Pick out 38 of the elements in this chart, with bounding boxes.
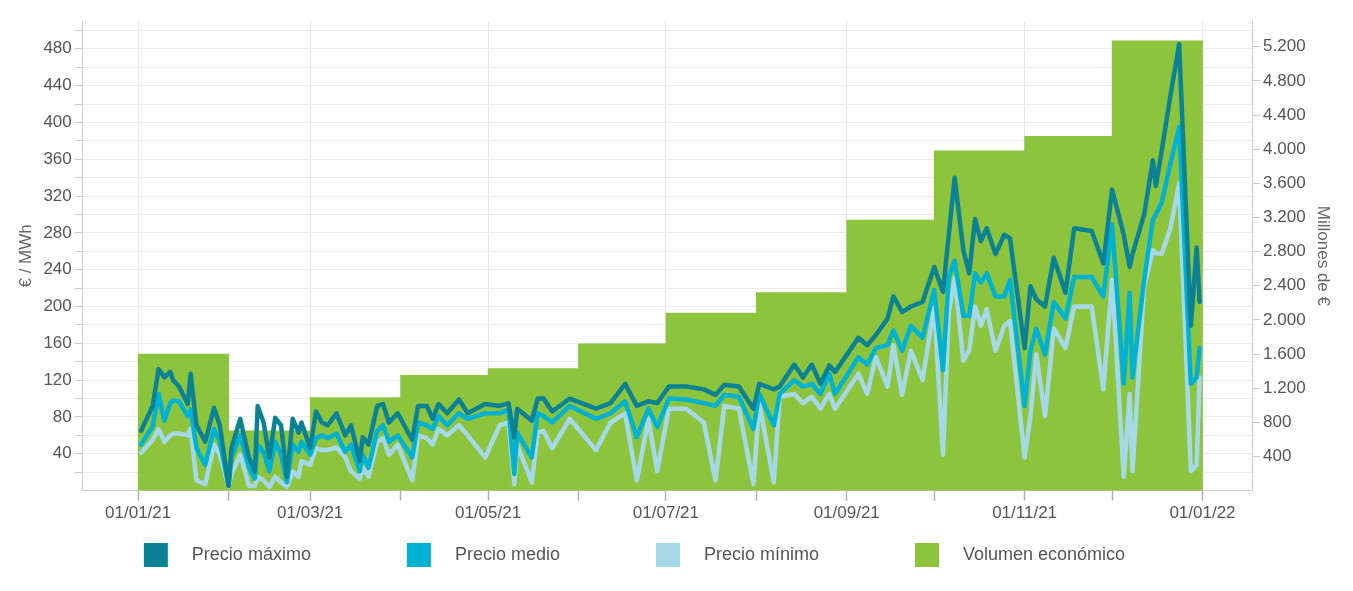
- y-tick-label: 480: [43, 38, 72, 58]
- y2-tick-label: 4.400: [1263, 104, 1306, 124]
- y2-tick-label: 1.600: [1263, 343, 1306, 363]
- x-tick-label: 01/07/21: [632, 503, 700, 523]
- legend-label: Volumen económico: [948, 543, 1206, 564]
- legend-label: Precio mínimo: [688, 543, 900, 564]
- x-tick-label: 01/03/21: [277, 503, 344, 523]
- y-tick-label: 200: [43, 296, 72, 316]
- legend-label: Precio máximo: [176, 543, 391, 564]
- y2-tick-label: 4.000: [1263, 138, 1306, 158]
- x-tick-label: 01/01/21: [105, 503, 172, 523]
- y2-tick-label: 4.800: [1263, 70, 1306, 90]
- y-tick-label: 400: [43, 112, 72, 132]
- y2-tick-label: 2.000: [1263, 309, 1306, 329]
- y-tick-label: 280: [43, 222, 72, 242]
- y2-tick-label: 800: [1263, 412, 1292, 432]
- y-tick-label: 120: [43, 369, 72, 389]
- y2-tick-label: 3.600: [1263, 173, 1306, 193]
- y2-tick-label: 2.400: [1263, 275, 1306, 295]
- x-tick-label: 01/09/21: [813, 503, 880, 523]
- x-tick-label: 01/01/22: [1169, 503, 1236, 523]
- x-tick-label: 01/05/21: [454, 503, 522, 523]
- y-tick-label: 440: [43, 75, 72, 95]
- y2-tick-label: 400: [1263, 446, 1292, 466]
- y-tick-label: 320: [43, 185, 72, 205]
- y2-tick-label: 2.800: [1263, 241, 1306, 261]
- y2-axis-title: Millones de €: [1314, 205, 1334, 307]
- y-axis-title: € / MWh: [15, 224, 35, 288]
- y2-tick-label: 5.200: [1263, 36, 1306, 56]
- y-tick-label: 240: [43, 259, 72, 279]
- x-tick-label: 01/11/21: [992, 503, 1058, 523]
- y-tick-label: 40: [52, 443, 72, 463]
- y-tick-label: 160: [43, 333, 72, 353]
- y-tick-label: 360: [43, 148, 72, 168]
- y-tick-label: 80: [52, 406, 72, 426]
- legend-label: Precio medio: [439, 543, 640, 564]
- y2-tick-label: 3.200: [1263, 207, 1306, 227]
- y2-tick-label: 1.200: [1263, 377, 1306, 397]
